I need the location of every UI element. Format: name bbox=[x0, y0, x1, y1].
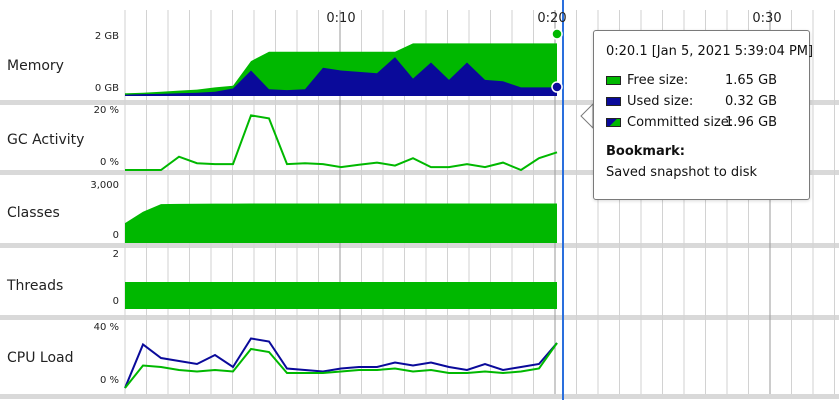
committed-value: 1.96 GB bbox=[725, 115, 778, 130]
bookmark-text: Saved snapshot to disk bbox=[606, 165, 758, 180]
lane-label-0: Memory bbox=[7, 58, 64, 74]
time-axis-label-0: 0:10 bbox=[326, 11, 356, 26]
lane-min-label-4: 0 % bbox=[99, 375, 119, 386]
lane-separator-2 bbox=[0, 243, 839, 248]
lane-max-label-4: 40 % bbox=[93, 322, 119, 333]
lane-separator-3 bbox=[0, 315, 839, 320]
lane-min-label-2: 0 bbox=[112, 230, 119, 241]
lane-max-label-3: 2 bbox=[112, 249, 119, 260]
lane-separator-0 bbox=[0, 100, 839, 105]
free-swatch-icon bbox=[606, 76, 621, 85]
tooltip-row-committed: Committed size:1.96 GB bbox=[606, 115, 777, 130]
committed-marker bbox=[551, 28, 563, 40]
committed-label: Committed size: bbox=[627, 115, 734, 130]
memory-used-area bbox=[125, 57, 557, 96]
gc-activity-line bbox=[125, 114, 558, 172]
lane-min-label-1: 0 % bbox=[99, 157, 119, 168]
classes-area bbox=[125, 203, 557, 243]
used-label: Used size: bbox=[627, 94, 694, 109]
lane-label-1: GC Activity bbox=[7, 132, 85, 148]
lane-separator-1 bbox=[0, 170, 839, 175]
tooltip-row-free: Free size: 1.65 GB bbox=[606, 73, 777, 88]
lane-label-3: Threads bbox=[7, 278, 64, 294]
lane-max-label-0: 2 GB bbox=[94, 31, 119, 42]
lane-min-label-0: 0 GB bbox=[94, 83, 119, 94]
free-label: Free size: bbox=[627, 73, 689, 88]
tooltip-header: 0:20.1 [Jan 5, 2021 5:39:04 PM] bbox=[606, 44, 814, 59]
lane-min-label-3: 0 bbox=[112, 296, 119, 307]
bookmark-title: Bookmark: bbox=[606, 144, 685, 159]
lane-separator-4 bbox=[0, 394, 839, 399]
tooltip-pointer bbox=[580, 102, 594, 130]
lane-max-label-2: 3,000 bbox=[90, 180, 119, 191]
used-swatch-icon bbox=[606, 97, 621, 106]
cpu-gc-line bbox=[124, 342, 558, 389]
used-marker bbox=[551, 81, 563, 93]
time-axis-label-1: 0:20 bbox=[537, 11, 567, 26]
used-value: 0.32 GB bbox=[725, 94, 778, 109]
committed-swatch-icon bbox=[606, 118, 621, 127]
lane-label-4: CPU Load bbox=[7, 350, 74, 366]
time-axis-label-2: 0:30 bbox=[752, 11, 782, 26]
cursor-tooltip: 0:20.1 [Jan 5, 2021 5:39:04 PM] Free siz… bbox=[593, 30, 814, 200]
tooltip-row-used: Used size: 0.32 GB bbox=[606, 94, 777, 109]
free-value: 1.65 GB bbox=[725, 73, 778, 88]
lane-label-2: Classes bbox=[7, 205, 60, 221]
lane-max-label-1: 20 % bbox=[93, 105, 119, 116]
cpu-total-line bbox=[124, 337, 558, 389]
threads-area bbox=[125, 282, 557, 309]
